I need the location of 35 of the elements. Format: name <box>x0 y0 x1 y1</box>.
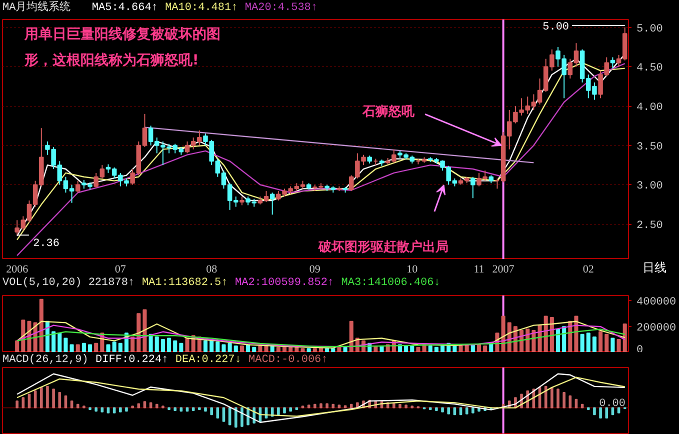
text: MA10:4.481↑ <box>165 2 238 14</box>
y-tick-label: 4.50 <box>636 62 663 75</box>
annotation: 石狮怒吼 <box>361 104 416 120</box>
text: MA3:141006.406↓ <box>341 277 440 289</box>
text: MACD:-0.006↑ <box>248 354 328 366</box>
y-tick-label: 4.00 <box>636 102 663 114</box>
x-tick-label: 09 <box>309 263 321 276</box>
x-tick-label: 08 <box>206 263 218 276</box>
text: 日线 <box>642 260 666 274</box>
annotation: 破坏图形驱赶散户出局 <box>318 239 449 255</box>
text: DEA:0.227↓ <box>175 354 242 366</box>
chart-title: MACD(26,12,9) <box>2 354 88 366</box>
x-tick-label: 07 <box>114 263 126 276</box>
text: MA1:113682.5↑ <box>142 277 228 289</box>
y-tick-label: 3.00 <box>636 180 663 193</box>
annotation: 5.00 <box>542 22 570 34</box>
text: MA20:4.538↑ <box>244 2 318 14</box>
annotation: 0.00 <box>599 398 626 410</box>
x-tick-label: 11 <box>474 263 484 276</box>
y-tick-label: 2.50 <box>636 220 663 232</box>
chart-title: VOL(5,10,20) 221878↑ <box>2 277 135 289</box>
annotation: 用单日巨量阳线修复被破坏的图形，这根阳线称为石狮怒吼! <box>23 26 220 68</box>
x-tick-label: 2007 <box>492 263 515 276</box>
chart-title: MA月均线系统 <box>2 0 71 14</box>
x-tick-label: 10 <box>406 263 418 276</box>
y-tick-label: 200000 <box>636 322 676 335</box>
annotation: 2.36 <box>33 238 60 250</box>
series-label: DIFF:0.224↑ <box>96 354 168 366</box>
y-tick-label: 400000 <box>636 296 676 309</box>
x-tick-label: 2006 <box>6 263 29 276</box>
text: MA2:100599.852↑ <box>235 277 334 289</box>
y-tick-label: 3.50 <box>636 141 663 154</box>
y-tick-label: 5.00 <box>636 23 663 36</box>
x-tick-label: 02 <box>582 263 594 276</box>
text: MA5:4.664↑ <box>92 2 158 14</box>
